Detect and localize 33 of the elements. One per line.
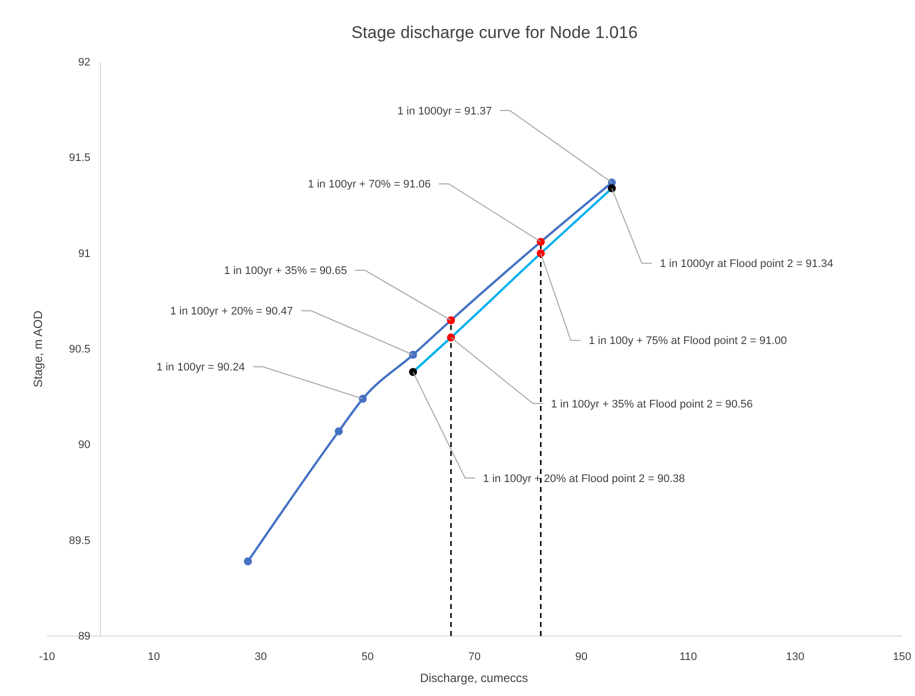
x-axis-title: Discharge, cumeccs	[420, 671, 528, 685]
annotation: 1 in 1000yr = 91.37	[397, 105, 492, 118]
point	[334, 427, 343, 436]
x-tick-label: 110	[679, 650, 698, 663]
chart-title: Stage discharge curve for Node 1.016	[351, 23, 638, 42]
annotation: 1 in 100yr + 20% = 90.47	[170, 306, 294, 318]
y-tick-label: 91	[78, 248, 90, 260]
annotation: 1 in 100yr + 35% = 90.65	[224, 265, 347, 278]
annotation: 1 in 100yr + 70% = 91.06	[308, 178, 431, 191]
y-tick-label: 89.5	[69, 534, 90, 547]
point	[409, 368, 418, 376]
y-tick-label: 91.5	[69, 152, 90, 164]
annotation: 1 in 100y + 75% at Flood point 2 = 91.00	[588, 335, 787, 348]
x-tick-label: 30	[254, 650, 267, 663]
y-tick-label: 92	[78, 56, 90, 69]
x-tick-label: 70	[468, 650, 481, 663]
x-tick-label: 130	[786, 650, 804, 663]
x-tick-label: 50	[362, 650, 374, 663]
x-tick-label: 90	[575, 650, 588, 663]
annotation: 1 in 100yr = 90.24	[156, 362, 245, 374]
point	[244, 557, 252, 566]
point	[446, 334, 455, 342]
annotation: 1 in 1000yr at Flood point 2 = 91.34	[660, 258, 834, 270]
y-tick-label: 89	[78, 630, 90, 643]
y-tick-label: 90.5	[69, 344, 90, 356]
x-tick-label: 150	[892, 650, 912, 663]
y-tick-label: 90	[78, 439, 90, 452]
y-axis-title: Stage, m AOD	[31, 310, 45, 388]
x-tick-label: -10	[39, 650, 55, 663]
annotation: 1 in 100yr + 20% at Flood point 2 = 90.38	[483, 472, 685, 485]
point	[409, 350, 418, 359]
x-tick-label: 10	[148, 650, 160, 663]
annotation: 1 in 100yr + 35% at Flood point 2 = 90.56	[550, 398, 753, 410]
